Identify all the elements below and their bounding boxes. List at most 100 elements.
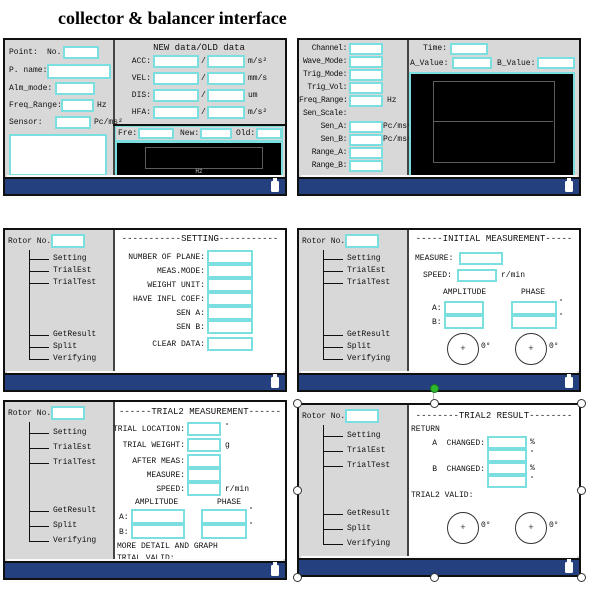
sidebar-item-verifying[interactable]: Verifying	[347, 539, 391, 548]
sidebar-item-trialest[interactable]: TrialEst	[347, 446, 386, 455]
status-bar	[5, 561, 285, 578]
amplitude-b-input[interactable]	[131, 524, 185, 539]
selection-handle[interactable]	[293, 399, 302, 408]
sidebar-item-verifying[interactable]: Verifying	[347, 354, 391, 363]
return-label[interactable]: RETURN	[411, 425, 440, 434]
sidebar-item-trialest[interactable]: TrialEst	[53, 443, 92, 452]
old-value-input[interactable]	[207, 106, 245, 119]
sidebar-item-setting[interactable]: Setting	[53, 428, 87, 437]
selection-handle[interactable]	[577, 486, 586, 495]
field-input[interactable]	[55, 82, 95, 95]
b-changed-percent-input[interactable]	[487, 462, 527, 475]
sidebar-item-split[interactable]: Split	[347, 524, 372, 533]
selection-handle[interactable]	[430, 573, 439, 582]
new-value-input[interactable]	[153, 55, 199, 68]
setting-row-input[interactable]	[207, 292, 253, 306]
fre-input[interactable]	[138, 128, 174, 139]
old-value-input[interactable]	[207, 72, 245, 85]
trial2-result-header: --------TRIAL2 RESULT--------	[415, 411, 573, 421]
new-value-input[interactable]	[153, 72, 199, 85]
selection-handle[interactable]	[293, 573, 302, 582]
phase-a-input[interactable]	[511, 301, 557, 315]
sidebar-item-trialtest[interactable]: TrialTest	[53, 278, 97, 287]
new-value-input[interactable]	[153, 106, 199, 119]
phase-b-input[interactable]	[201, 524, 247, 539]
time-input[interactable]	[450, 43, 488, 55]
setting-row-input[interactable]	[207, 306, 253, 320]
selection-handle[interactable]	[430, 399, 439, 408]
sidebar-item-getresult[interactable]: GetResult	[53, 330, 97, 339]
notes-box[interactable]	[9, 134, 107, 176]
new-input[interactable]	[200, 128, 232, 139]
measure-input[interactable]	[459, 252, 503, 265]
sidebar-item-getresult[interactable]: GetResult	[53, 506, 97, 515]
amplitude-header: AMPLITUDE	[135, 498, 179, 507]
rotor-no-input[interactable]	[345, 234, 379, 248]
a-changed-percent-input[interactable]	[487, 436, 527, 449]
b-changed-degree-input[interactable]	[487, 475, 527, 488]
rotate-handle[interactable]	[430, 384, 439, 393]
rotor-no-input[interactable]	[51, 406, 85, 420]
sidebar-item-verifying[interactable]: Verifying	[53, 536, 97, 545]
field-input[interactable]	[349, 43, 383, 55]
sidebar-item-split[interactable]: Split	[347, 342, 372, 351]
sidebar-item-getresult[interactable]: GetResult	[347, 509, 391, 518]
field-input[interactable]	[349, 134, 383, 146]
field-input[interactable]	[349, 82, 383, 94]
status-bar	[299, 177, 579, 194]
old-input[interactable]	[256, 128, 282, 139]
field-input[interactable]	[349, 69, 383, 81]
sidebar-item-setting[interactable]: Setting	[347, 254, 381, 263]
a-changed-degree-input[interactable]	[487, 449, 527, 462]
setting-row-input[interactable]	[207, 278, 253, 292]
sidebar-item-trialtest[interactable]: TrialTest	[53, 458, 97, 467]
amplitude-b-input[interactable]	[444, 315, 484, 329]
setting-row-input[interactable]	[207, 320, 253, 334]
field-input[interactable]	[47, 64, 111, 79]
field-input[interactable]	[349, 121, 383, 133]
sidebar-item-setting[interactable]: Setting	[53, 254, 87, 263]
sidebar-item-getresult[interactable]: GetResult	[347, 330, 391, 339]
sidebar-item-trialest[interactable]: TrialEst	[347, 266, 386, 275]
a-value-input[interactable]	[452, 57, 492, 69]
trial-row-input[interactable]	[187, 482, 221, 496]
field-input[interactable]	[55, 116, 91, 129]
selection-handle[interactable]	[577, 399, 586, 408]
trial-row-input[interactable]	[187, 468, 221, 482]
new-value-input[interactable]	[153, 89, 199, 102]
trial-row-input[interactable]	[187, 422, 221, 436]
setting-row-label: SEN A:	[176, 309, 205, 318]
field-input[interactable]	[349, 147, 383, 159]
field-input[interactable]	[349, 56, 383, 68]
speed-input[interactable]	[457, 269, 497, 282]
amplitude-a-input[interactable]	[131, 509, 185, 524]
trial-row-input[interactable]	[187, 454, 221, 468]
field-input[interactable]	[61, 99, 94, 112]
sidebar-item-trialtest[interactable]: TrialTest	[347, 278, 391, 287]
phase-b-input[interactable]	[511, 315, 557, 329]
acc-row-label: ACC:	[131, 57, 151, 66]
setting-row-input[interactable]	[207, 337, 253, 351]
selection-handle[interactable]	[577, 573, 586, 582]
old-value-input[interactable]	[207, 55, 245, 68]
phase-a-input[interactable]	[201, 509, 247, 524]
unit-label: m/s²	[248, 108, 268, 117]
sidebar-item-verifying[interactable]: Verifying	[53, 354, 97, 363]
sidebar-item-setting[interactable]: Setting	[347, 431, 381, 440]
sidebar-item-trialtest[interactable]: TrialTest	[347, 461, 391, 470]
field-input[interactable]	[63, 46, 99, 59]
setting-row-input[interactable]	[207, 264, 253, 278]
trial-row-input[interactable]	[187, 438, 221, 452]
rotor-no-input[interactable]	[345, 409, 379, 423]
sidebar-item-split[interactable]: Split	[53, 342, 78, 351]
amplitude-a-input[interactable]	[444, 301, 484, 315]
old-value-input[interactable]	[207, 89, 245, 102]
sidebar-item-split[interactable]: Split	[53, 521, 78, 530]
field-input[interactable]	[349, 160, 383, 172]
setting-row-input[interactable]	[207, 250, 253, 264]
sidebar-item-trialest[interactable]: TrialEst	[53, 266, 92, 275]
b-value-input[interactable]	[537, 57, 575, 69]
field-input[interactable]	[349, 95, 383, 107]
rotor-no-input[interactable]	[51, 234, 85, 248]
selection-handle[interactable]	[293, 486, 302, 495]
